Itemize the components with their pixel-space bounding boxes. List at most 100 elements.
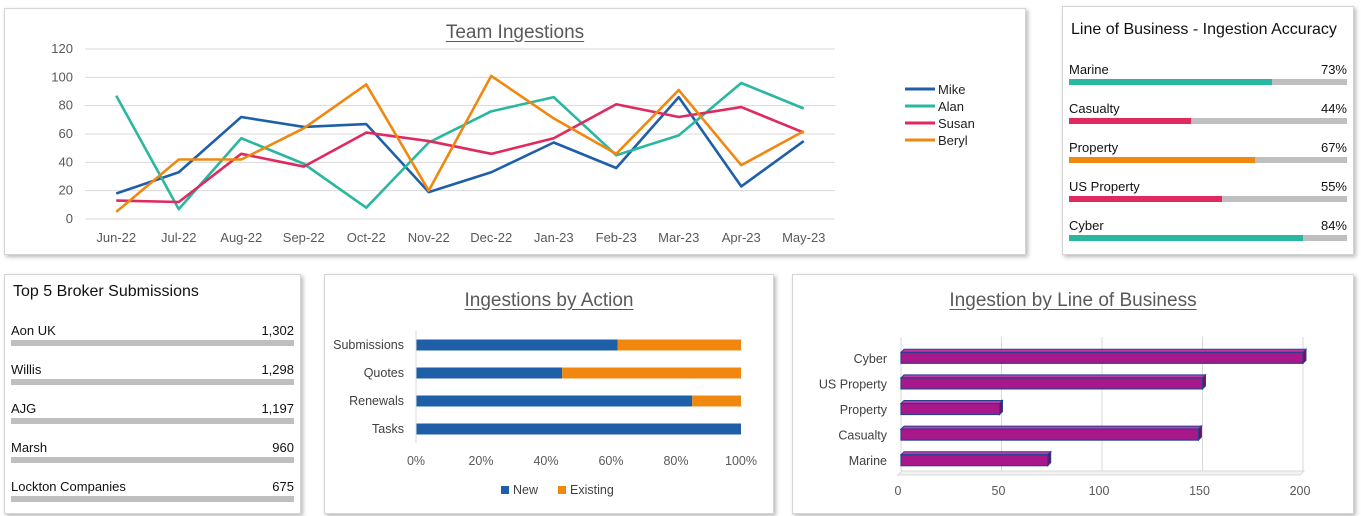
broker-label: Willis — [11, 362, 42, 377]
legend-swatch — [558, 486, 566, 494]
bar-segment-new — [416, 339, 618, 351]
team-ingestions-title: Team Ingestions — [445, 22, 585, 43]
accuracy-value: 44% — [1320, 101, 1347, 116]
accuracy-fill — [1069, 157, 1256, 163]
broker-track — [11, 496, 294, 502]
broker-row: Aon UK 1,302 — [11, 323, 294, 349]
x-tick-label: Apr-23 — [722, 230, 761, 245]
x-tick-label: 150 — [1189, 484, 1210, 498]
accuracy-label: Casualty — [1069, 101, 1120, 116]
accuracy-value: 55% — [1320, 179, 1347, 194]
category-label: US Property — [819, 377, 888, 391]
broker-value: 1,197 — [261, 401, 294, 416]
accuracy-row: Marine 73% — [1069, 62, 1347, 88]
accuracy-row: Property 67% — [1069, 140, 1347, 166]
x-tick-label: 50 — [992, 484, 1006, 498]
accuracy-row: Casualty 44% — [1069, 101, 1347, 127]
broker-value: 960 — [272, 440, 294, 455]
accuracy-fill — [1069, 235, 1303, 241]
accuracy-fill — [1069, 79, 1272, 85]
x-tick-label: 0 — [895, 484, 902, 498]
broker-label: Lockton Companies — [11, 479, 126, 494]
bar-segment-existing — [617, 339, 741, 351]
team-ingestions-card: Team Ingestions 0 20 40 60 80 100 120 Jun-22 Jul… — [4, 8, 1026, 255]
series-line-susan — [116, 102, 805, 204]
broker-panel: Top 5 Broker Submissions Aon UK 1,302 Will… — [4, 274, 301, 514]
x-tick-label: 60% — [598, 454, 623, 468]
team-ingestions-chart: 0 20 40 60 80 100 120 Jun-22 Jul-22 Aug-22 Sep-22 O… — [51, 41, 975, 245]
x-tick-label: Jun-22 — [96, 230, 136, 245]
ingestions-by-action-title: Ingestions by Action — [464, 290, 634, 311]
legend-swatch — [501, 486, 509, 494]
y-tick-label: 20 — [59, 183, 73, 198]
x-tick-label: Jul-22 — [161, 230, 196, 245]
bar-segment-new — [416, 395, 693, 407]
broker-track — [11, 340, 294, 346]
ingestions-by-action-chart: Submissions Quotes Renewals Tasks 0% 20% 40% 60… — [333, 331, 757, 497]
broker-value: 1,302 — [261, 323, 294, 338]
accuracy-track — [1069, 196, 1347, 202]
category-label: Renewals — [349, 394, 404, 408]
legend-label: New — [513, 483, 539, 497]
accuracy-row: US Property 55% — [1069, 179, 1347, 205]
broker-label: Aon UK — [11, 323, 56, 338]
bar-segment-new — [416, 423, 741, 435]
category-label: Marine — [849, 454, 887, 468]
legend-label: Beryl — [938, 133, 968, 148]
y-tick-label: 100 — [51, 69, 73, 84]
accuracy-fill — [1069, 196, 1222, 202]
series-line-beryl — [115, 74, 805, 213]
broker-value: 675 — [272, 479, 294, 494]
accuracy-panel: Line of Business - Ingestion Accuracy Ma… — [1062, 6, 1354, 255]
broker-label: Marsh — [11, 440, 48, 455]
x-tick-label: 200 — [1290, 484, 1311, 498]
category-label: Submissions — [333, 338, 404, 352]
broker-label: AJG — [11, 401, 37, 416]
x-tick-label: 80% — [663, 454, 688, 468]
broker-track — [11, 457, 294, 463]
ingestion-by-lob-card: Ingestion by Line of Business 0 50 100 150 2… — [792, 274, 1354, 514]
series-line-mike — [115, 95, 805, 195]
accuracy-label: Marine — [1069, 62, 1109, 77]
accuracy-fill — [1069, 118, 1192, 124]
legend-label: Susan — [938, 116, 975, 131]
legend-label: Mike — [938, 82, 965, 97]
y-tick-label: 0 — [66, 211, 73, 226]
broker-track — [11, 379, 294, 385]
accuracy-value: 67% — [1320, 140, 1347, 155]
category-label: Quotes — [364, 366, 404, 380]
bar-segment-existing — [692, 395, 741, 407]
y-tick-label: 80 — [59, 98, 73, 113]
x-tick-label: Feb-23 — [596, 230, 637, 245]
accuracy-track — [1069, 235, 1347, 241]
chart-floor — [896, 470, 1306, 476]
category-label: Property — [840, 403, 888, 417]
x-tick-label: Jan-23 — [534, 230, 574, 245]
broker-track — [11, 418, 294, 424]
category-label: Cyber — [854, 352, 887, 366]
accuracy-label: Property — [1069, 140, 1119, 155]
x-tick-label: Mar-23 — [658, 230, 699, 245]
legend-label: Alan — [938, 99, 964, 114]
y-tick-label: 40 — [59, 154, 73, 169]
accuracy-track — [1069, 79, 1347, 85]
broker-row: Willis 1,298 — [11, 362, 294, 388]
ingestion-by-lob-chart: 0 50 100 150 200 Cyber US Property Property Casu… — [819, 337, 1311, 498]
x-tick-label: May-23 — [782, 230, 825, 245]
bar — [900, 351, 1304, 364]
accuracy-label: Cyber — [1069, 218, 1104, 233]
x-tick-label: Aug-22 — [220, 230, 262, 245]
x-tick-label: 20% — [468, 454, 493, 468]
x-tick-label: Nov-22 — [408, 230, 450, 245]
x-tick-label: 40% — [533, 454, 558, 468]
legend-label: Existing — [570, 483, 614, 497]
broker-row: AJG 1,197 — [11, 401, 294, 427]
accuracy-label: US Property — [1069, 179, 1140, 194]
x-tick-label: Sep-22 — [283, 230, 325, 245]
y-tick-label: 120 — [51, 41, 73, 56]
x-tick-label: 100% — [725, 454, 757, 468]
ingestions-by-action-card: Ingestions by Action Submissions Quotes Re… — [324, 274, 774, 514]
x-tick-label: 0% — [407, 454, 425, 468]
category-label: Casualty — [838, 429, 887, 443]
bar — [900, 377, 1204, 390]
